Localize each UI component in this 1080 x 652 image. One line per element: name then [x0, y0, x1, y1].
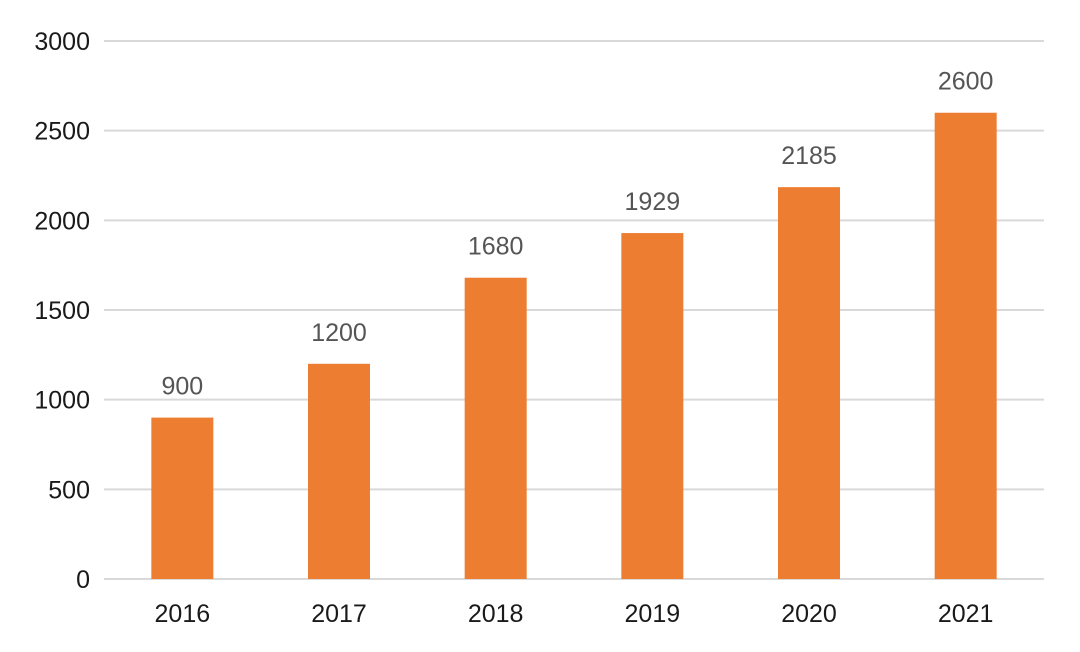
x-tick-label-2017: 2017 [311, 600, 367, 628]
data-label-2016: 900 [161, 373, 203, 401]
bar-2016 [151, 417, 214, 579]
data-label-2017: 1200 [311, 319, 367, 347]
x-axis-tick-labels: 2016 2017 2018 2019 2020 2021 [155, 600, 994, 628]
x-tick-label-2016: 2016 [155, 600, 211, 628]
x-tick-label-2021: 2021 [938, 600, 994, 628]
gridlines [104, 40, 1044, 580]
bar-2019 [621, 233, 684, 580]
data-labels: 900 1200 1680 1929 2185 2600 [161, 68, 993, 401]
data-label-2020: 2185 [781, 142, 837, 170]
y-tick-label-0: 0 [76, 566, 90, 594]
y-tick-label-2000: 2000 [34, 207, 90, 235]
y-axis-tick-labels: 0 500 1000 1500 2000 2500 3000 [34, 28, 90, 594]
x-tick-label-2020: 2020 [781, 600, 837, 628]
y-tick-label-2500: 2500 [34, 118, 90, 146]
y-tick-label-3000: 3000 [34, 28, 90, 56]
data-label-2018: 1680 [468, 233, 524, 261]
data-label-2021: 2600 [938, 68, 994, 96]
x-tick-label-2018: 2018 [468, 600, 524, 628]
y-tick-label-1500: 1500 [34, 297, 90, 325]
bar-2018 [464, 277, 527, 579]
bar-2021 [934, 112, 997, 579]
bar-2017 [308, 363, 370, 579]
bars [151, 112, 997, 580]
y-tick-label-500: 500 [48, 476, 90, 504]
x-tick-label-2019: 2019 [625, 600, 681, 628]
data-label-2019: 1929 [625, 188, 681, 216]
y-tick-label-1000: 1000 [34, 387, 90, 415]
bar-2020 [778, 187, 840, 579]
